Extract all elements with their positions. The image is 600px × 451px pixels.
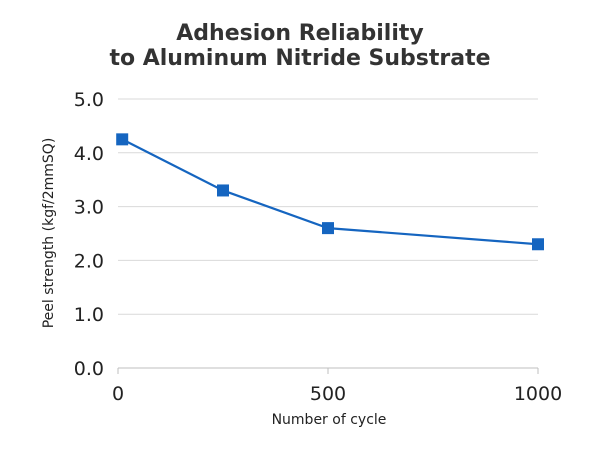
x-tick-label-1: 500 <box>310 383 346 405</box>
y-tick-label-3: 3.0 <box>74 197 104 219</box>
y-axis-label: Peel strength (kgf/2mmSQ) <box>41 138 57 329</box>
x-tick-label-2: 1000 <box>514 383 562 405</box>
grid-lines <box>118 98 538 315</box>
series <box>116 133 544 251</box>
y-tick-label-4: 4.0 <box>74 143 104 165</box>
y-tick-label-1: 1.0 <box>74 304 104 326</box>
data-point-0-0 <box>116 133 129 146</box>
y-tick-label-5: 5.0 <box>74 89 104 111</box>
axes: 0.0 1.0 2.0 3.0 4.0 5.0 0 500 1000 <box>74 89 562 405</box>
series-line-0 <box>121 138 539 246</box>
y-tick-label-0: 0.0 <box>74 358 104 380</box>
chart-title-line-2: to Aluminum Nitride Substrate <box>109 46 490 71</box>
data-point-0-2 <box>322 222 334 235</box>
x-axis-label: Number of cycle <box>272 412 387 428</box>
y-tick-label-2: 2.0 <box>74 250 104 272</box>
chart-title-line-1: Adhesion Reliability <box>176 21 423 46</box>
data-point-0-3 <box>532 238 544 251</box>
x-tick-label-0: 0 <box>112 383 124 405</box>
data-point-0-1 <box>217 184 229 197</box>
